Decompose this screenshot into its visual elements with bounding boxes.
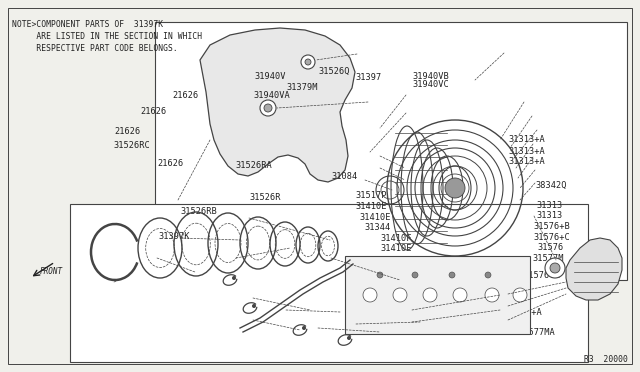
Text: 31517P: 31517P — [356, 191, 387, 200]
Circle shape — [550, 263, 560, 273]
Circle shape — [445, 178, 465, 198]
Circle shape — [545, 258, 565, 278]
Circle shape — [423, 288, 437, 302]
Text: 31577MA: 31577MA — [518, 328, 555, 337]
Bar — [155, 22, 627, 280]
Text: 31084: 31084 — [332, 172, 358, 181]
Text: 31313+A: 31313+A — [508, 157, 545, 166]
Text: FRONT: FRONT — [40, 267, 63, 276]
Text: 31410F: 31410F — [380, 234, 412, 243]
Text: 31526RB: 31526RB — [180, 207, 217, 216]
Text: 31576+B: 31576+B — [534, 222, 570, 231]
Text: 21626: 21626 — [173, 92, 199, 100]
Text: 31313+A: 31313+A — [508, 147, 545, 155]
Circle shape — [305, 59, 311, 65]
Polygon shape — [200, 28, 355, 182]
Text: 31576+C: 31576+C — [534, 233, 570, 242]
Text: 31526RC: 31526RC — [114, 141, 150, 150]
Circle shape — [412, 272, 418, 278]
Text: 21626: 21626 — [141, 107, 167, 116]
Text: NOTE>COMPONENT PARTS OF  31397K
     ARE LISTED IN THE SECTION IN WHICH
     RES: NOTE>COMPONENT PARTS OF 31397K ARE LISTE… — [12, 20, 202, 53]
Text: 31516P: 31516P — [407, 266, 438, 275]
Polygon shape — [566, 238, 622, 300]
Text: 31547+A: 31547+A — [506, 308, 542, 317]
Text: 31313: 31313 — [536, 211, 563, 220]
Text: 31313+A: 31313+A — [508, 135, 545, 144]
Text: 31410E: 31410E — [380, 244, 412, 253]
Text: 31577M: 31577M — [532, 254, 564, 263]
Text: 31344: 31344 — [365, 223, 391, 232]
Circle shape — [485, 272, 491, 278]
Circle shape — [347, 336, 351, 340]
Circle shape — [232, 276, 236, 280]
Circle shape — [377, 272, 383, 278]
Bar — [70, 204, 588, 362]
Text: 31940VA: 31940VA — [253, 91, 290, 100]
Text: 31379M: 31379M — [287, 83, 318, 92]
Text: 31940VC: 31940VC — [412, 80, 449, 89]
Circle shape — [264, 104, 272, 112]
Circle shape — [453, 288, 467, 302]
Text: 38342Q: 38342Q — [535, 181, 566, 190]
Circle shape — [449, 272, 455, 278]
Circle shape — [260, 100, 276, 116]
Text: 32710: 32710 — [357, 314, 383, 323]
Text: 31526R: 31526R — [250, 193, 281, 202]
Text: 31397: 31397 — [356, 73, 382, 82]
Text: 31397K: 31397K — [159, 232, 190, 241]
Text: 21626: 21626 — [114, 127, 140, 136]
Text: 31526Q: 31526Q — [319, 67, 350, 76]
Text: 21626: 21626 — [157, 159, 184, 168]
Text: 31547: 31547 — [407, 278, 433, 287]
Text: 31410E: 31410E — [356, 202, 387, 211]
Text: 31940V: 31940V — [255, 72, 286, 81]
Text: R3  20000: R3 20000 — [584, 355, 628, 364]
Text: 31576: 31576 — [538, 243, 564, 252]
Text: 31576+A: 31576+A — [524, 271, 560, 280]
Text: 31313: 31313 — [536, 201, 563, 210]
Circle shape — [252, 304, 256, 308]
Circle shape — [363, 288, 377, 302]
Text: 31526RA: 31526RA — [236, 161, 272, 170]
Text: 31940VB: 31940VB — [412, 72, 449, 81]
Circle shape — [302, 326, 306, 330]
Circle shape — [485, 288, 499, 302]
Text: 31410E: 31410E — [360, 213, 391, 222]
Bar — [345, 256, 530, 334]
Circle shape — [393, 288, 407, 302]
Circle shape — [513, 288, 527, 302]
Circle shape — [301, 55, 315, 69]
Text: 38342P: 38342P — [368, 292, 399, 301]
